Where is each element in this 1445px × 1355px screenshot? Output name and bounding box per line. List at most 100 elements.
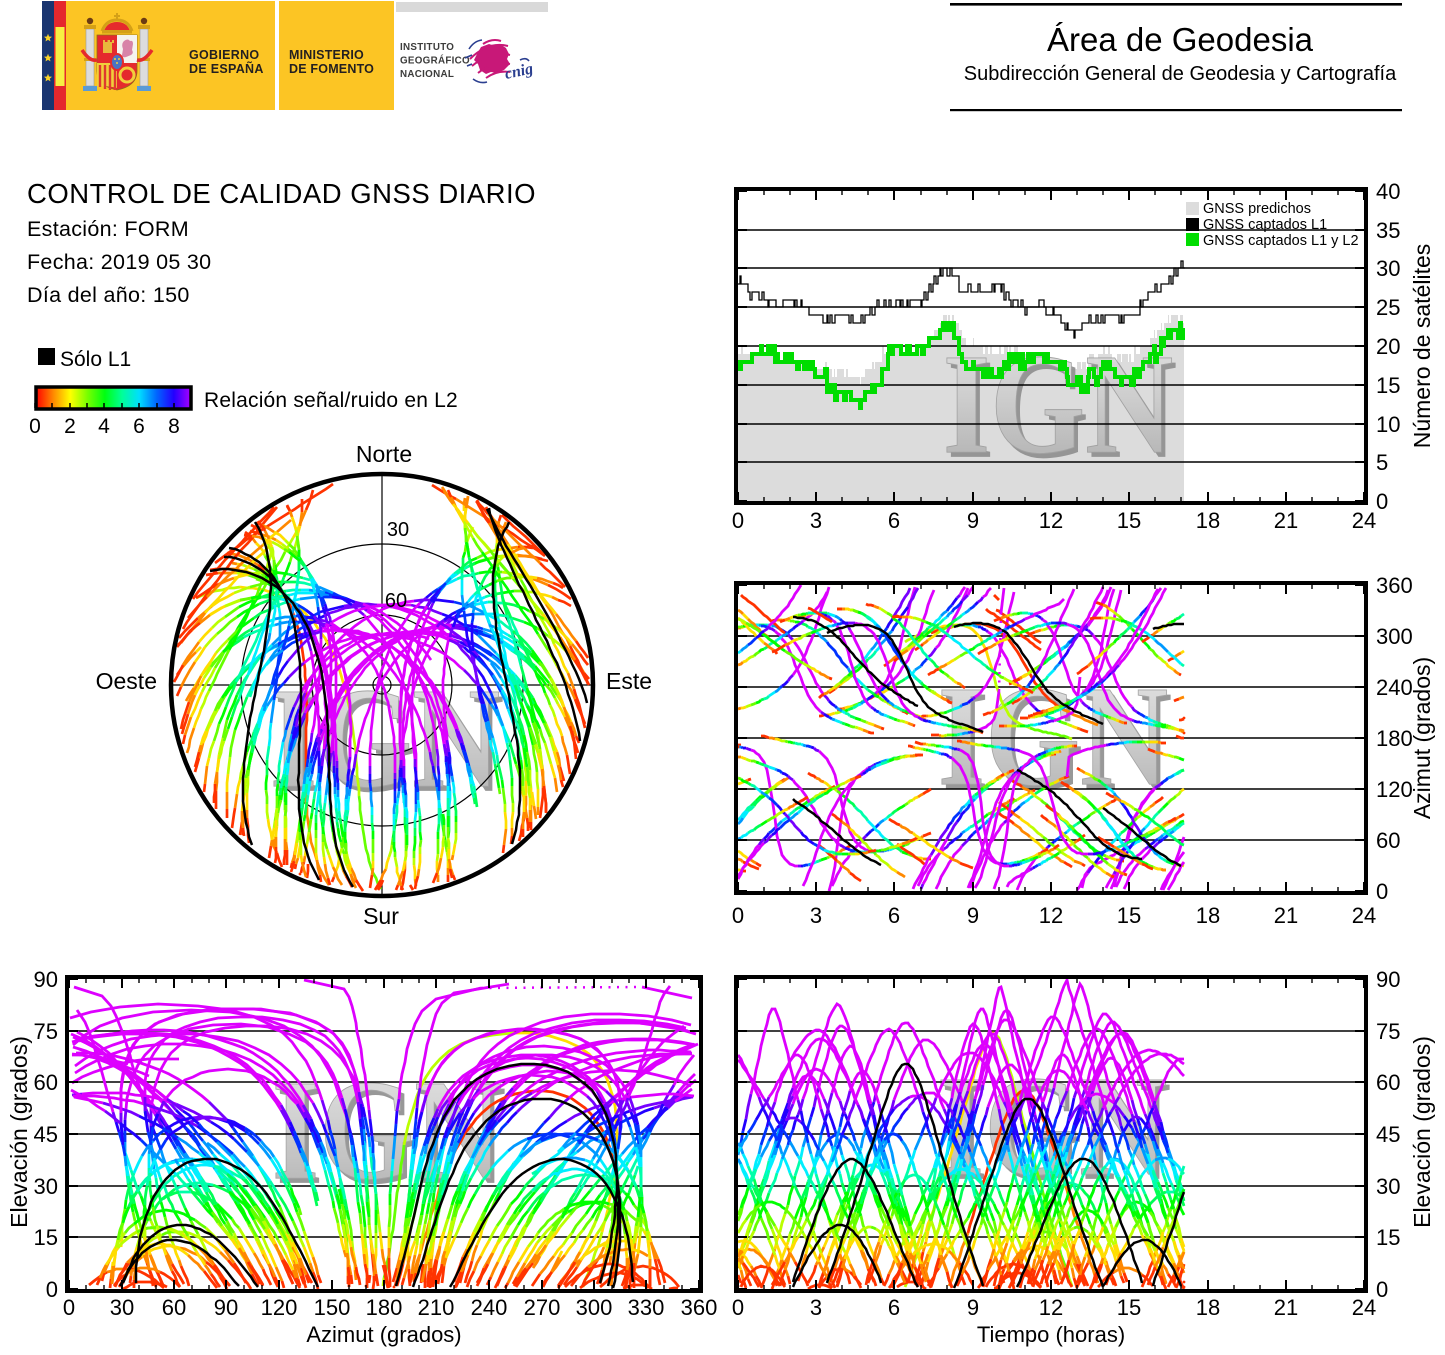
svg-text:24: 24	[1352, 508, 1376, 533]
svg-text:0: 0	[1376, 489, 1388, 514]
svg-text:Sólo L1: Sólo L1	[60, 348, 131, 371]
svg-text:Relación señal/ruido en L2: Relación señal/ruido en L2	[204, 389, 458, 412]
svg-text:Número de satélites: Número de satélites	[1409, 244, 1435, 449]
svg-text:60: 60	[34, 1070, 58, 1095]
svg-text:90: 90	[1376, 967, 1400, 992]
svg-text:360: 360	[1376, 573, 1413, 598]
svg-text:360: 360	[681, 1295, 718, 1320]
svg-text:Sur: Sur	[363, 903, 399, 929]
svg-text:CONTROL DE CALIDAD GNSS DIARIO: CONTROL DE CALIDAD GNSS DIARIO	[27, 178, 536, 209]
svg-text:4: 4	[98, 415, 110, 438]
svg-text:0: 0	[29, 415, 41, 438]
svg-text:GEOGRÁFICO: GEOGRÁFICO	[400, 55, 470, 67]
svg-text:2: 2	[64, 415, 76, 438]
svg-text:18: 18	[1196, 508, 1220, 533]
svg-text:40: 40	[1376, 179, 1400, 204]
svg-text:9: 9	[967, 508, 979, 533]
svg-text:Tiempo (horas): Tiempo (horas)	[977, 1322, 1125, 1347]
svg-text:240: 240	[1376, 675, 1413, 700]
svg-text:10: 10	[1376, 412, 1400, 437]
svg-text:90: 90	[214, 1295, 238, 1320]
svg-text:60: 60	[1376, 1070, 1400, 1095]
svg-text:21: 21	[1274, 903, 1298, 928]
svg-text:15: 15	[1376, 1225, 1400, 1250]
svg-text:45: 45	[1376, 1122, 1400, 1147]
svg-text:18: 18	[1196, 1295, 1220, 1320]
svg-text:0: 0	[732, 1295, 744, 1320]
svg-text:5: 5	[1376, 450, 1388, 475]
svg-text:180: 180	[1376, 726, 1413, 751]
svg-text:150: 150	[314, 1295, 351, 1320]
svg-text:Área de Geodesia: Área de Geodesia	[1047, 21, 1314, 58]
svg-text:90: 90	[34, 967, 58, 992]
svg-text:15: 15	[1117, 903, 1141, 928]
svg-text:0: 0	[1376, 1277, 1388, 1302]
svg-text:8: 8	[168, 415, 180, 438]
svg-text:75: 75	[1376, 1019, 1400, 1044]
svg-text:NACIONAL: NACIONAL	[400, 69, 454, 80]
svg-text:15: 15	[34, 1225, 58, 1250]
svg-text:75: 75	[34, 1019, 58, 1044]
svg-text:24: 24	[1352, 903, 1376, 928]
svg-text:Norte: Norte	[356, 441, 412, 467]
svg-text:6: 6	[133, 415, 145, 438]
svg-text:18: 18	[1196, 903, 1220, 928]
svg-text:60: 60	[385, 590, 407, 612]
svg-text:60: 60	[162, 1295, 186, 1320]
svg-text:0: 0	[732, 508, 744, 533]
svg-text:Azimut (grados): Azimut (grados)	[1409, 657, 1435, 819]
svg-text:30: 30	[1376, 256, 1400, 281]
svg-text:240: 240	[471, 1295, 508, 1320]
svg-text:GNSS captados L1: GNSS captados L1	[1203, 217, 1327, 233]
svg-text:21: 21	[1274, 1295, 1298, 1320]
svg-text:24: 24	[1352, 1295, 1376, 1320]
svg-text:30: 30	[387, 519, 409, 541]
svg-text:15: 15	[1117, 1295, 1141, 1320]
svg-text:Azimut (grados): Azimut (grados)	[306, 1322, 461, 1347]
svg-text:6: 6	[888, 1295, 900, 1320]
svg-text:12: 12	[1039, 1295, 1063, 1320]
svg-text:180: 180	[366, 1295, 403, 1320]
svg-text:Elevación (grados): Elevación (grados)	[6, 1036, 32, 1228]
svg-text:30: 30	[1376, 1174, 1400, 1199]
svg-text:60: 60	[1376, 828, 1400, 853]
svg-text:120: 120	[1376, 777, 1413, 802]
svg-text:21: 21	[1274, 508, 1298, 533]
svg-text:12: 12	[1039, 903, 1063, 928]
svg-text:120: 120	[261, 1295, 298, 1320]
svg-text:6: 6	[888, 903, 900, 928]
svg-text:3: 3	[810, 508, 822, 533]
svg-text:0: 0	[1376, 879, 1388, 904]
svg-text:15: 15	[1376, 373, 1400, 398]
svg-text:3: 3	[810, 1295, 822, 1320]
svg-text:GOBIERNO: GOBIERNO	[189, 48, 259, 62]
svg-text:GNSS captados L1 y L2: GNSS captados L1 y L2	[1203, 233, 1359, 249]
svg-text:cnig: cnig	[503, 60, 534, 83]
svg-text:6: 6	[888, 508, 900, 533]
svg-text:300: 300	[1376, 624, 1413, 649]
svg-text:12: 12	[1039, 508, 1063, 533]
svg-text:30: 30	[34, 1174, 58, 1199]
svg-text:9: 9	[967, 903, 979, 928]
svg-text:Subdirección General de Geodes: Subdirección General de Geodesia y Carto…	[964, 63, 1397, 85]
svg-text:INSTITUTO: INSTITUTO	[400, 42, 454, 53]
svg-text:DE ESPAÑA: DE ESPAÑA	[189, 61, 264, 76]
svg-text:Estación: FORM: Estación: FORM	[27, 217, 189, 241]
svg-text:330: 330	[628, 1295, 665, 1320]
svg-text:MINISTERIO: MINISTERIO	[289, 48, 364, 62]
svg-text:0: 0	[732, 903, 744, 928]
svg-text:0: 0	[63, 1295, 75, 1320]
svg-text:Este: Este	[606, 668, 652, 694]
svg-text:0: 0	[46, 1277, 58, 1302]
svg-text:300: 300	[576, 1295, 613, 1320]
svg-text:Elevación (grados): Elevación (grados)	[1409, 1036, 1435, 1228]
svg-text:IGN: IGN	[943, 324, 1173, 484]
svg-text:45: 45	[34, 1122, 58, 1147]
svg-text:30: 30	[110, 1295, 134, 1320]
svg-text:15: 15	[1117, 508, 1141, 533]
svg-text:270: 270	[524, 1295, 561, 1320]
svg-text:DE FOMENTO: DE FOMENTO	[289, 62, 374, 76]
svg-text:25: 25	[1376, 295, 1400, 320]
svg-text:20: 20	[1376, 334, 1400, 359]
svg-text:Día del año: 150: Día del año: 150	[27, 283, 190, 307]
